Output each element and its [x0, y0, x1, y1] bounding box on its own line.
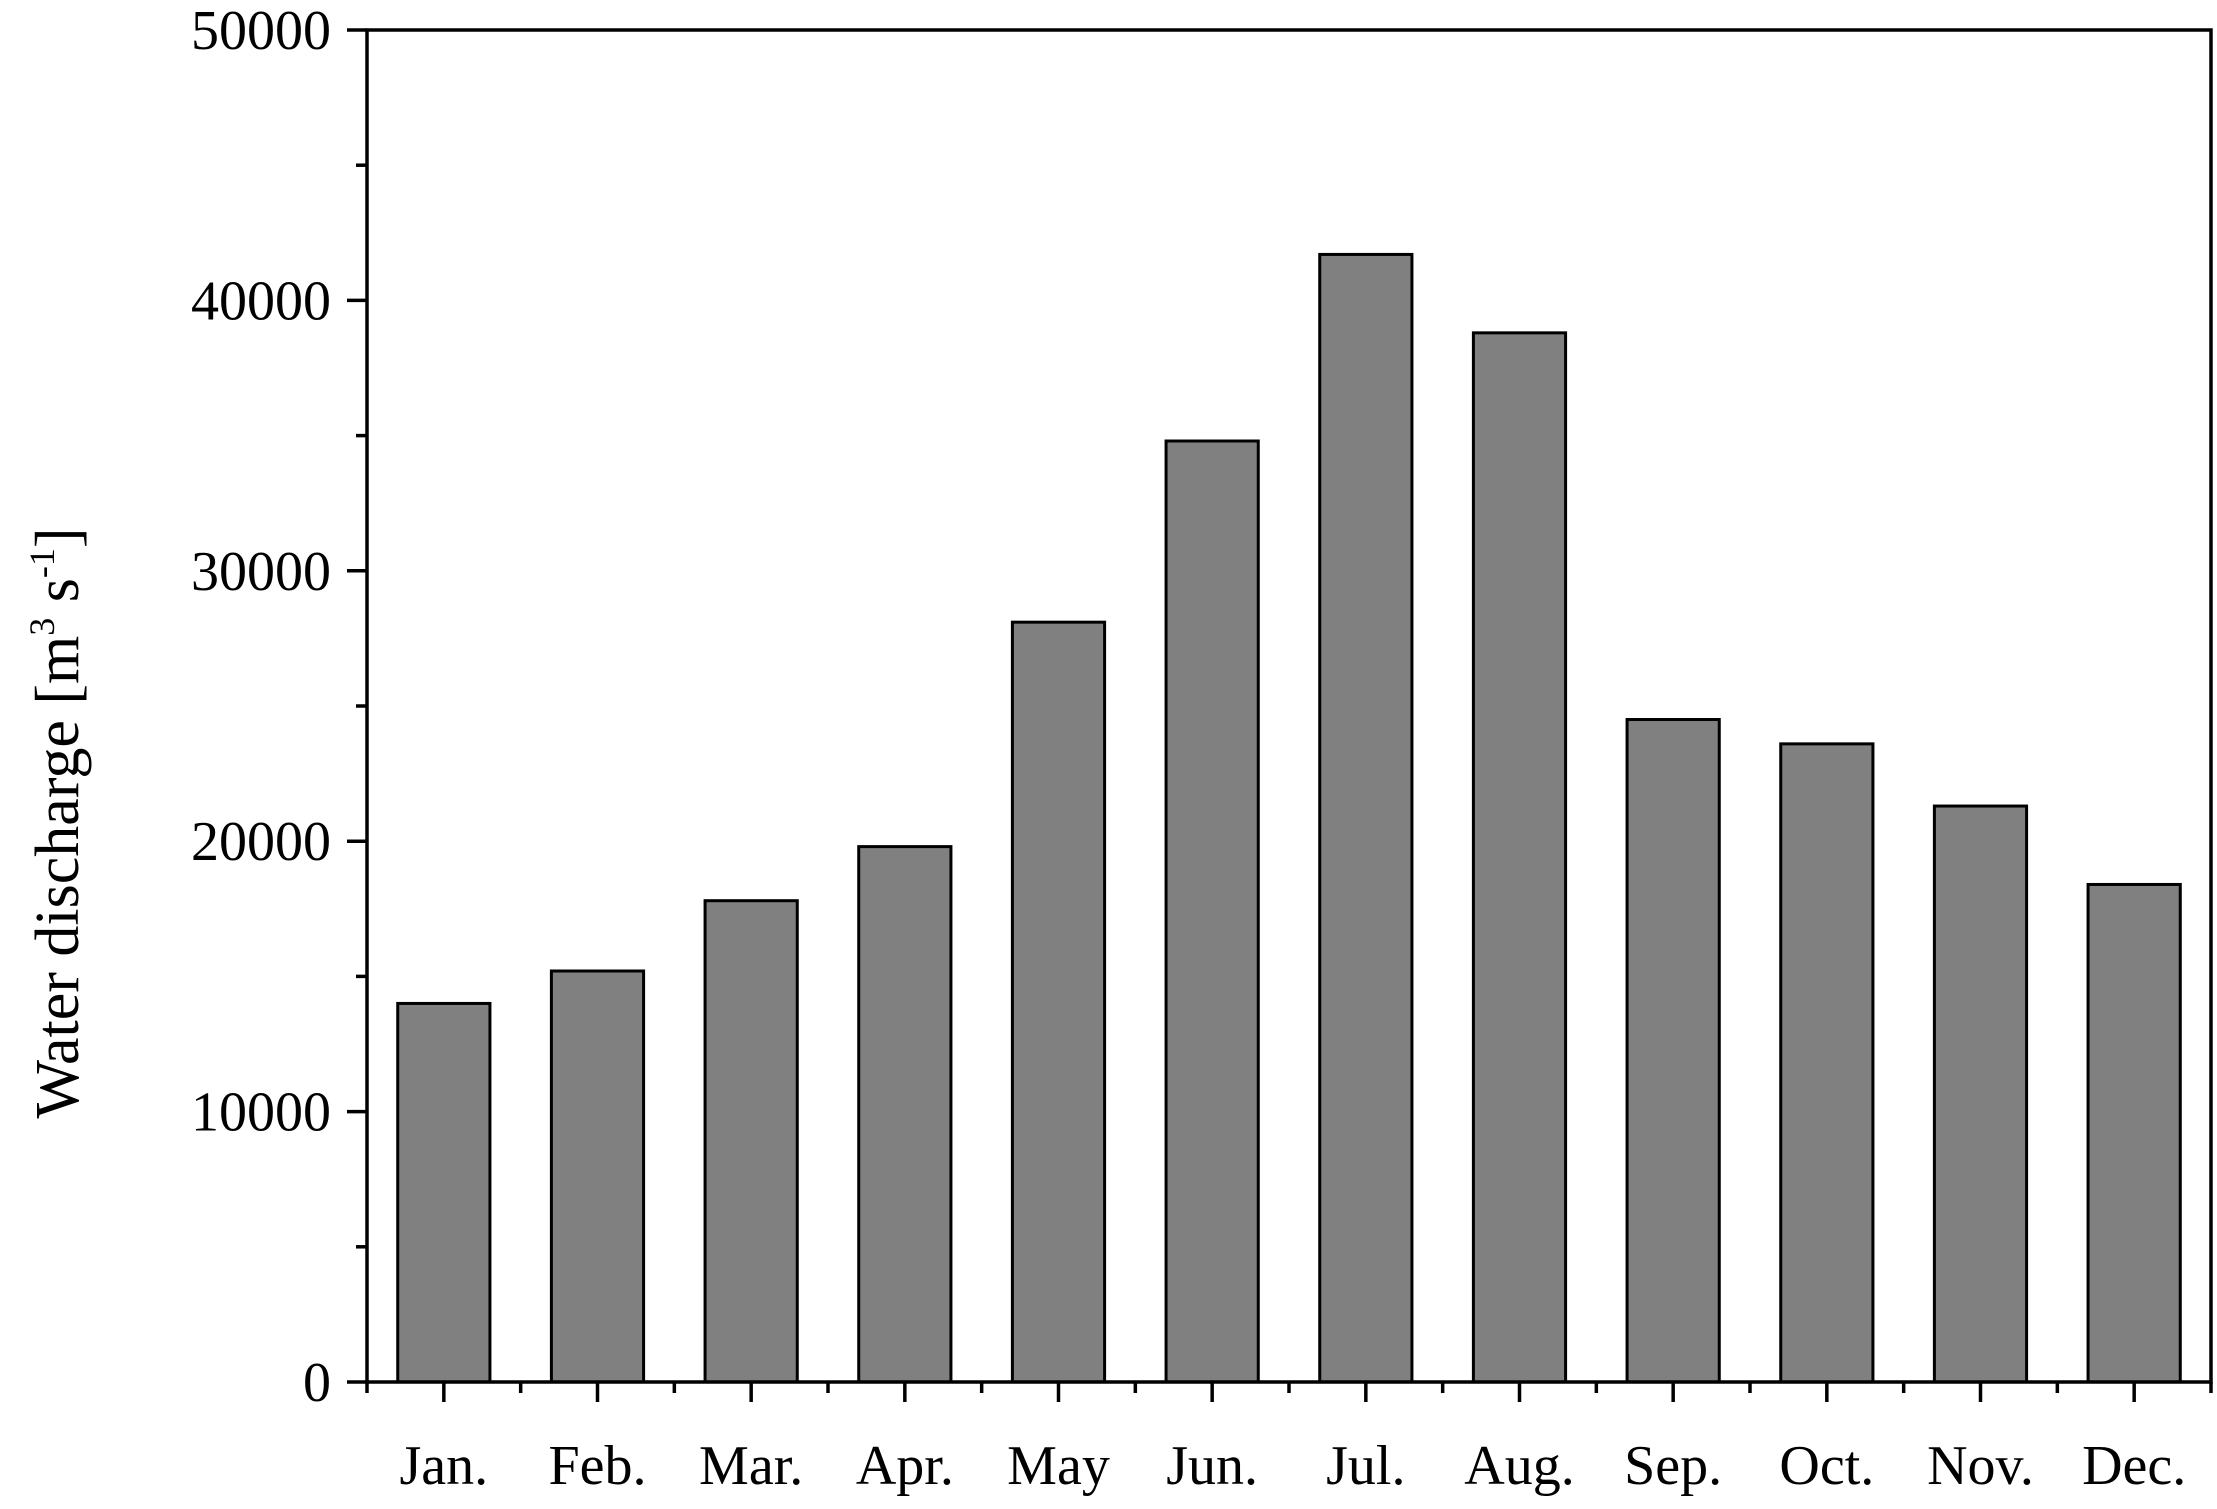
x-tick-label: Aug.	[1464, 1435, 1574, 1497]
svg-text:Water discharge [m3 s-1]: Water discharge [m3 s-1]	[22, 527, 92, 1118]
bar-may	[1010, 620, 1107, 1384]
x-tick-label: Jan.	[400, 1435, 489, 1497]
bar-jul	[1318, 252, 1414, 1384]
tick-labels-group: Jan. Feb. Mar. Apr. May Jun. Jul. Aug. Sep. Oct. N…	[191, 0, 2186, 1497]
x-tick-label: Jul.	[1326, 1435, 1405, 1497]
bar-mar	[703, 899, 799, 1384]
bars-group	[396, 252, 2182, 1384]
plot-frame	[365, 28, 2213, 1384]
y-axis-title: Water discharge [m3 s-1]	[22, 527, 92, 1118]
x-tick-label: Oct.	[1779, 1435, 1874, 1497]
bar-sep	[1625, 718, 1721, 1384]
bar-jun	[1164, 439, 1260, 1384]
y-axis-title-mid: s	[24, 578, 92, 618]
x-tick-label: Sep.	[1624, 1435, 1722, 1497]
bar-aug	[1471, 331, 1568, 1384]
x-tick-label: Jun.	[1166, 1435, 1258, 1497]
x-tick-label: Feb.	[549, 1435, 647, 1497]
bar-apr	[857, 845, 953, 1384]
bar-jan	[396, 1001, 492, 1384]
y-tick-label: 40000	[191, 270, 331, 332]
x-tick-label: Mar.	[699, 1435, 803, 1497]
bar-oct	[1779, 742, 1875, 1384]
bar-nov	[1932, 804, 2029, 1384]
y-tick-label: 0	[303, 1352, 331, 1414]
y-axis-title-main: Water discharge [m	[24, 636, 92, 1119]
y-tick-label: 30000	[191, 541, 331, 603]
y-axis-title-sup-2: -1	[22, 548, 62, 578]
bar-dec	[2086, 882, 2182, 1384]
y-tick-label: 20000	[191, 811, 331, 873]
y-tick-label: 50000	[191, 0, 331, 62]
x-tick-label: Nov.	[1927, 1435, 2034, 1497]
y-axis-title-sup-1: 3	[22, 618, 62, 636]
bar-feb	[549, 969, 646, 1384]
y-tick-label: 10000	[191, 1082, 331, 1144]
y-axis-title-end: ]	[24, 527, 92, 548]
x-tick-label: Dec.	[2082, 1435, 2186, 1497]
ticks-group	[347, 28, 2213, 1402]
x-tick-label: Apr.	[856, 1435, 954, 1497]
x-tick-label: May	[1007, 1435, 1110, 1497]
